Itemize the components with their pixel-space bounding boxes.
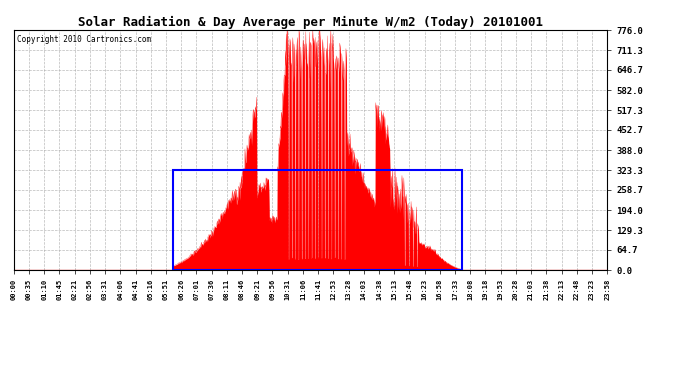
Title: Solar Radiation & Day Average per Minute W/m2 (Today) 20101001: Solar Radiation & Day Average per Minute… xyxy=(78,16,543,29)
Bar xyxy=(173,170,462,270)
Text: Copyright 2010 Cartronics.com: Copyright 2010 Cartronics.com xyxy=(17,35,151,44)
